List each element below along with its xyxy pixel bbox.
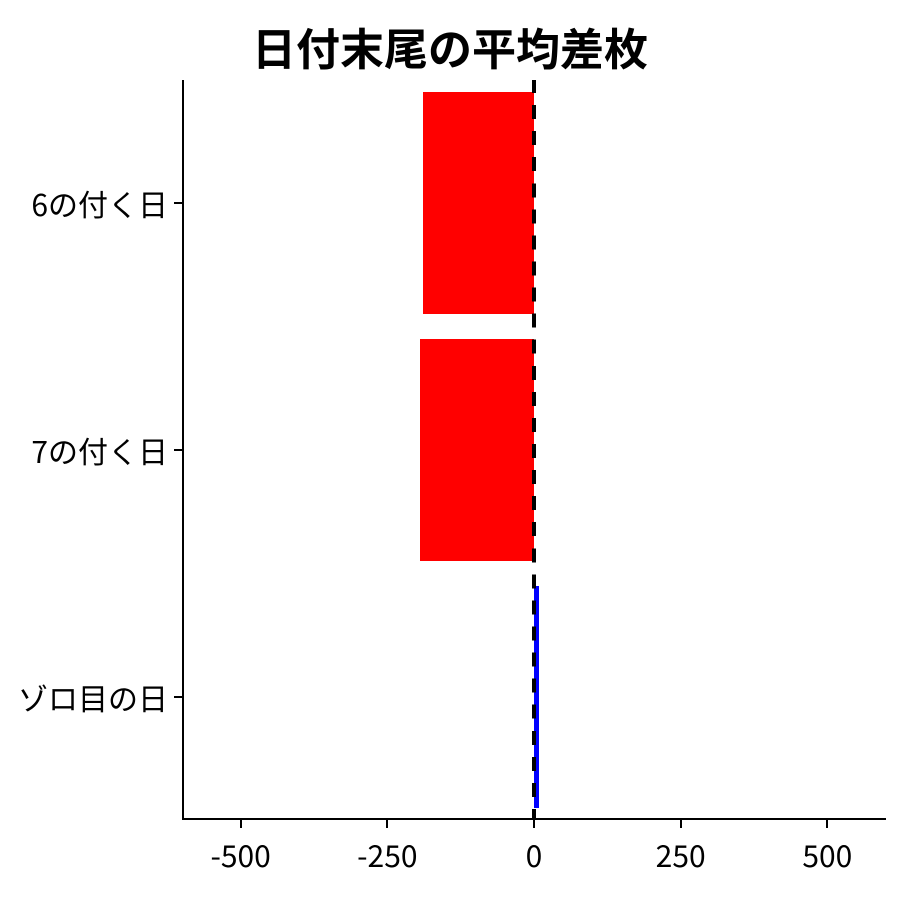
x-tick [680, 820, 682, 828]
x-tick-label: 0 [526, 832, 543, 876]
zero-reference-line [532, 80, 536, 820]
x-tick [826, 820, 828, 828]
x-tick [533, 820, 535, 828]
bar [420, 339, 534, 561]
y-tick [174, 696, 182, 698]
x-tick-label: -250 [357, 832, 417, 876]
x-tick-label: -500 [210, 832, 270, 876]
y-axis-line [182, 80, 184, 820]
y-tick-label: 6の付く日 [31, 181, 168, 225]
y-tick-label: 7の付く日 [31, 428, 168, 472]
x-tick [386, 820, 388, 828]
bar [423, 92, 534, 314]
y-tick [174, 202, 182, 204]
y-tick [174, 449, 182, 451]
x-tick [240, 820, 242, 828]
plot-area: -500-25002505006の付く日7の付く日ゾロ目の日 [182, 80, 886, 820]
chart-title: 日付末尾の平均差枚 [0, 14, 900, 78]
x-tick-label: 500 [802, 832, 852, 876]
y-tick-label: ゾロ目の日 [18, 675, 168, 719]
x-tick-label: 250 [656, 832, 706, 876]
